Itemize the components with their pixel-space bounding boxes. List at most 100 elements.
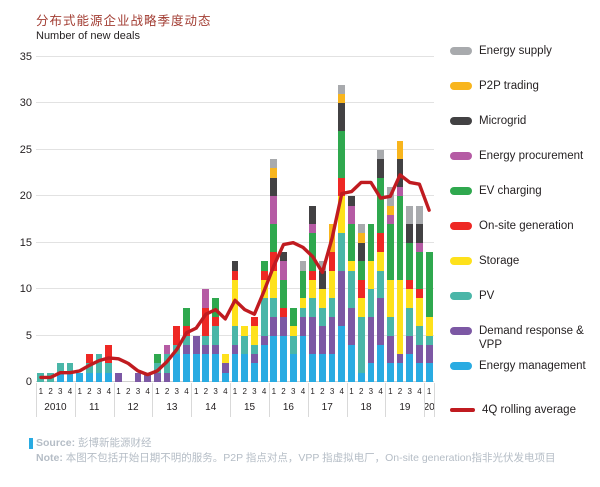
year-label-16: 16: [282, 402, 294, 413]
segment-ev_charging: [377, 177, 384, 234]
legend-swatch-energy_procurement: [450, 152, 472, 160]
legend-swatch-energy_management: [450, 362, 472, 370]
legend-label: PV: [479, 290, 495, 302]
segment-pv: [406, 307, 414, 336]
y-tick-label-5: 5: [25, 329, 32, 342]
legend-swatch-p2p_trading: [450, 82, 472, 90]
year-label-18: 18: [360, 402, 372, 413]
legend-swatch-demand_response_vpp: [450, 327, 472, 335]
quarter-tick: 3: [174, 387, 179, 396]
bar-34: [367, 57, 375, 382]
segment-ev_charging: [299, 270, 307, 299]
quarter-tick: 2: [125, 387, 131, 396]
gridline-25: [36, 148, 434, 150]
segment-onsite_generation: [231, 270, 239, 280]
segment-energy_management: [425, 363, 433, 382]
segment-energy_management: [241, 354, 249, 382]
segment-storage: [396, 279, 404, 355]
quarter-tick: 3: [96, 387, 102, 396]
segment-energy_procurement: [280, 261, 287, 280]
bar-39: [416, 57, 423, 382]
segment-ev_charging: [212, 298, 219, 317]
quarter-tick: 2: [281, 387, 286, 396]
y-tick-label-15: 15: [19, 236, 32, 249]
segment-demand_response_vpp: [299, 317, 307, 336]
source-accent-bar: [29, 438, 33, 449]
segment-ev_charging: [386, 224, 394, 280]
segment-energy_procurement: [163, 344, 171, 355]
segment-energy_supply: [357, 224, 365, 234]
legend-label: Storage: [479, 255, 520, 267]
segment-pv: [386, 317, 394, 336]
segment-demand_response_vpp: [280, 317, 287, 336]
segment-pv: [309, 298, 317, 317]
segment-energy_management: [318, 354, 326, 382]
source-label: Source:: [36, 437, 76, 449]
segment-energy_management: [66, 372, 74, 382]
year-label-2010: 2010: [44, 402, 67, 413]
y-axis-title: Number of new deals: [36, 30, 140, 42]
segment-demand_response_vpp: [260, 335, 268, 345]
segment-pv: [85, 363, 93, 373]
bar-38: [406, 57, 414, 382]
segment-pv: [367, 289, 375, 317]
legend-swatch-rolling_average: [450, 408, 475, 412]
segment-microgrid: [377, 159, 384, 178]
segment-microgrid: [280, 252, 287, 262]
quarter-tick: 1: [349, 387, 354, 396]
segment-energy_management: [396, 363, 404, 382]
segment-storage: [270, 270, 278, 299]
segment-onsite_generation: [416, 289, 423, 299]
chart-title: 分布式能源企业战略季度动态: [36, 14, 212, 28]
segment-microgrid: [348, 196, 355, 206]
quarter-tick: 1: [232, 387, 238, 396]
segment-energy_management: [173, 354, 181, 382]
segment-pv: [377, 270, 384, 299]
segment-pv: [348, 270, 355, 308]
segment-demand_response_vpp: [192, 335, 200, 355]
segment-energy_supply: [318, 261, 326, 271]
segment-microgrid: [309, 205, 317, 225]
legend-label: Microgrid: [479, 115, 527, 127]
bar-29: [318, 57, 326, 382]
segment-microgrid: [318, 270, 326, 290]
segment-onsite_generation: [85, 354, 93, 364]
segment-ev_charging: [153, 354, 161, 364]
bar-24: [270, 57, 278, 382]
quarter-tick: 2: [87, 387, 92, 396]
y-tick-label-25: 25: [19, 143, 32, 156]
segment-ev_charging: [425, 252, 433, 317]
segment-ev_charging: [309, 233, 317, 271]
quarter-tick: 4: [339, 387, 344, 396]
segment-pv: [416, 326, 423, 345]
segment-energy_management: [76, 372, 84, 382]
bar-2: [56, 57, 64, 382]
bar-21: [241, 57, 249, 382]
segment-storage: [251, 326, 258, 345]
quarter-tick: 1: [310, 387, 315, 396]
quarter-tick: 4: [261, 387, 267, 396]
segment-energy_supply: [338, 84, 346, 95]
rolling-average-line: [39, 173, 431, 380]
quarter-tick: 1: [193, 387, 199, 396]
quarter-tick: 3: [252, 387, 257, 396]
segment-demand_response_vpp: [251, 354, 258, 364]
legend-swatch-ev_charging: [450, 187, 472, 195]
bar-7: [105, 57, 113, 382]
year-label-15: 15: [243, 402, 256, 413]
segment-pv: [95, 354, 103, 373]
bar-27: [299, 57, 307, 382]
segment-ev_charging: [260, 261, 268, 271]
quarter-tick: 4: [223, 387, 228, 396]
segment-energy_management: [231, 354, 239, 382]
segment-energy_supply: [299, 261, 307, 271]
segment-pv: [153, 363, 161, 373]
segment-storage: [425, 317, 433, 336]
segment-storage: [416, 298, 423, 327]
segment-demand_response_vpp: [338, 270, 346, 327]
year-label-14: 14: [205, 402, 217, 413]
segment-energy_management: [105, 372, 113, 382]
segment-demand_response_vpp: [144, 372, 152, 382]
